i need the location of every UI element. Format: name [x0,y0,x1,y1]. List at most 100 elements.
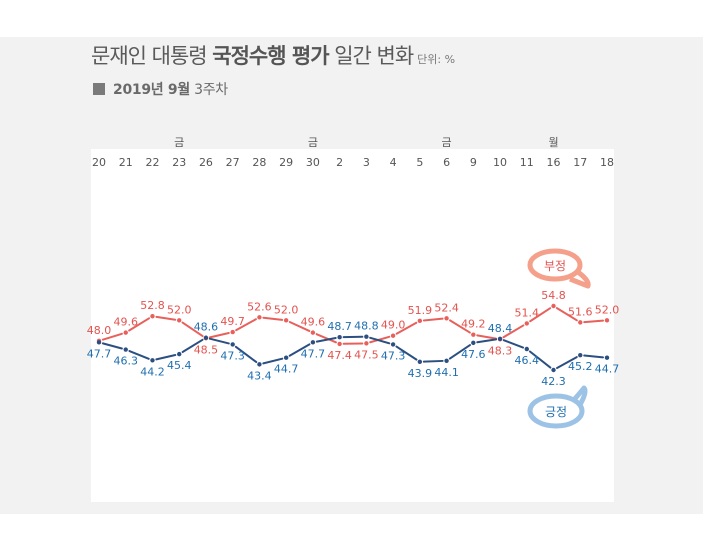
negative-line-segment [422,317,444,322]
negative-line-segment [288,321,311,332]
negative-data-point [177,318,182,323]
positive-line-segment [422,359,444,363]
positive-value-label: 44.1 [434,366,459,379]
positive-line-segment [208,337,230,345]
subtitle-date: 2019년 9월 [113,82,190,98]
negative-value-label: 49.6 [301,316,326,329]
negative-value-label: 49.2 [461,318,486,331]
positive-value-label: 48.4 [488,322,513,335]
positive-line-segment [556,356,578,370]
x-axis-label: 6 [443,156,450,169]
negative-data-point [604,318,610,323]
positive-data-point [337,335,342,340]
negative-line-segment [315,333,337,344]
positive-data-point [230,342,235,347]
positive-value-label: 46.3 [113,355,138,368]
negative-legend-label: 부정 [544,259,566,273]
weekday-label: 금 [308,136,318,149]
positive-line-segment [502,339,525,349]
positive-line-segment [128,350,150,360]
negative-line-segment [448,319,471,334]
x-axis-label: 23 [172,156,186,169]
positive-line-segment [583,354,605,359]
weekday-label: 금 [174,136,184,149]
negative-data-point [123,330,128,335]
negative-data-point [150,314,155,319]
negative-value-label: 48.5 [194,343,219,356]
negative-data-point [444,316,449,321]
x-axis-label: 9 [470,156,477,169]
negative-value-label: 49.6 [113,316,138,329]
negative-line-segment [262,316,284,321]
positive-line-segment [476,338,498,344]
negative-line-segment [128,317,151,332]
negative-line-segment [502,324,525,339]
negative-data-point [337,341,342,347]
positive-line-segment [528,350,552,369]
data-labels: 48.049.652.8 52.048.549.752.6 52.049.647.4… [87,289,620,388]
negative-value-label: 49.0 [381,319,406,332]
negative-value-label: 51.9 [408,304,433,317]
negative-data-point [364,341,369,346]
negative-line-segment [181,321,204,338]
x-axis-label: 21 [119,156,133,169]
x-axis-label: 16 [547,156,561,169]
square-bullet-icon [93,83,105,95]
negative-data-point [524,321,529,326]
x-axis-label: 18 [600,156,614,169]
negative-callout-bubble: 부정 [527,248,591,289]
positive-value-label: 48.6 [194,321,219,334]
positive-line-segment [288,343,311,357]
negative-line-segment [101,332,123,341]
positive-line-segment [369,336,391,345]
negative-line-segment [555,307,578,322]
positive-data-point [310,340,316,345]
positive-value-label: 44.2 [140,365,165,378]
positive-value-label: 48.7 [327,320,352,333]
positive-line-segment [181,338,204,354]
positive-data-point [283,355,289,360]
weekday-label: 금 [442,136,452,149]
positive-data-point [524,346,529,352]
negative-data-point [471,332,476,337]
chart-title: 문재인 대통령 국정수행 평가 일간 변화 단위: % [91,40,455,70]
positive-line-segment [395,345,418,361]
negative-data-point [390,333,396,338]
negative-line-segment [529,307,552,323]
negative-value-label: 47.5 [354,348,379,361]
positive-line-segment [315,336,337,343]
x-axis-label: 29 [279,156,293,169]
x-axis-label: 5 [416,156,423,169]
positive-line-segment [262,357,284,365]
title-text: 문재인 대통령 [91,44,213,68]
x-axis-label: 4 [390,156,397,169]
negative-value-label: 52.0 [167,303,192,316]
negative-data-point [310,330,316,335]
positive-data-point [364,334,369,339]
positive-data-point [471,340,476,346]
unit-label: 단위: % [417,53,456,66]
x-axis-label: 28 [252,156,266,169]
negative-data-point [230,329,235,335]
negative-value-label: 51.6 [568,305,593,318]
negative-data-point [578,320,583,325]
x-axis-label: 10 [493,156,507,169]
negative-line-segment [208,332,230,339]
negative-value-label: 52.4 [434,301,459,314]
x-axis-label: 3 [363,156,370,169]
positive-value-label: 42.3 [541,375,566,388]
positive-callout-bubble: 긍정 [527,385,588,429]
negative-data-point [417,318,423,324]
positive-line-segment [155,354,177,361]
x-axis-label: 2 [336,156,343,169]
plot-area [91,149,614,502]
negative-value-label: 51.4 [515,306,540,319]
negative-value-label: 49.7 [220,315,245,328]
positive-value-label: 47.3 [220,349,245,362]
x-axis-label: 20 [92,156,106,169]
title-text-end: 일간 변화 [328,44,414,68]
positive-line-segment [448,344,471,360]
positive-data-point [578,352,583,358]
